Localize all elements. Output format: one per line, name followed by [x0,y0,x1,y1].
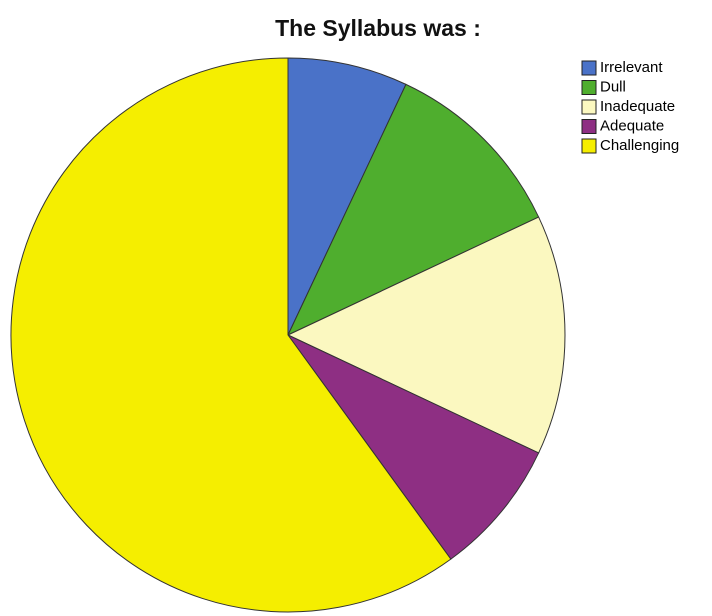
pie-slice [287,57,407,336]
legend-swatch [581,138,597,154]
pie-slice [10,57,452,613]
legend-swatch [581,119,597,134]
legend-label: Irrelevant [600,59,663,76]
legend-swatch [581,80,597,95]
legend-swatch [581,99,597,115]
legend-label: Adequate [600,117,664,134]
legend-label: Inadequate [600,98,675,115]
legend-label: Challenging [600,137,679,154]
pie-slice [286,216,566,454]
pie-slice [286,83,540,337]
pie-slice [287,334,540,560]
legend-swatch [581,60,597,76]
legend-label: Dull [600,78,626,95]
chart-title: The Syllabus was : [275,15,481,41]
